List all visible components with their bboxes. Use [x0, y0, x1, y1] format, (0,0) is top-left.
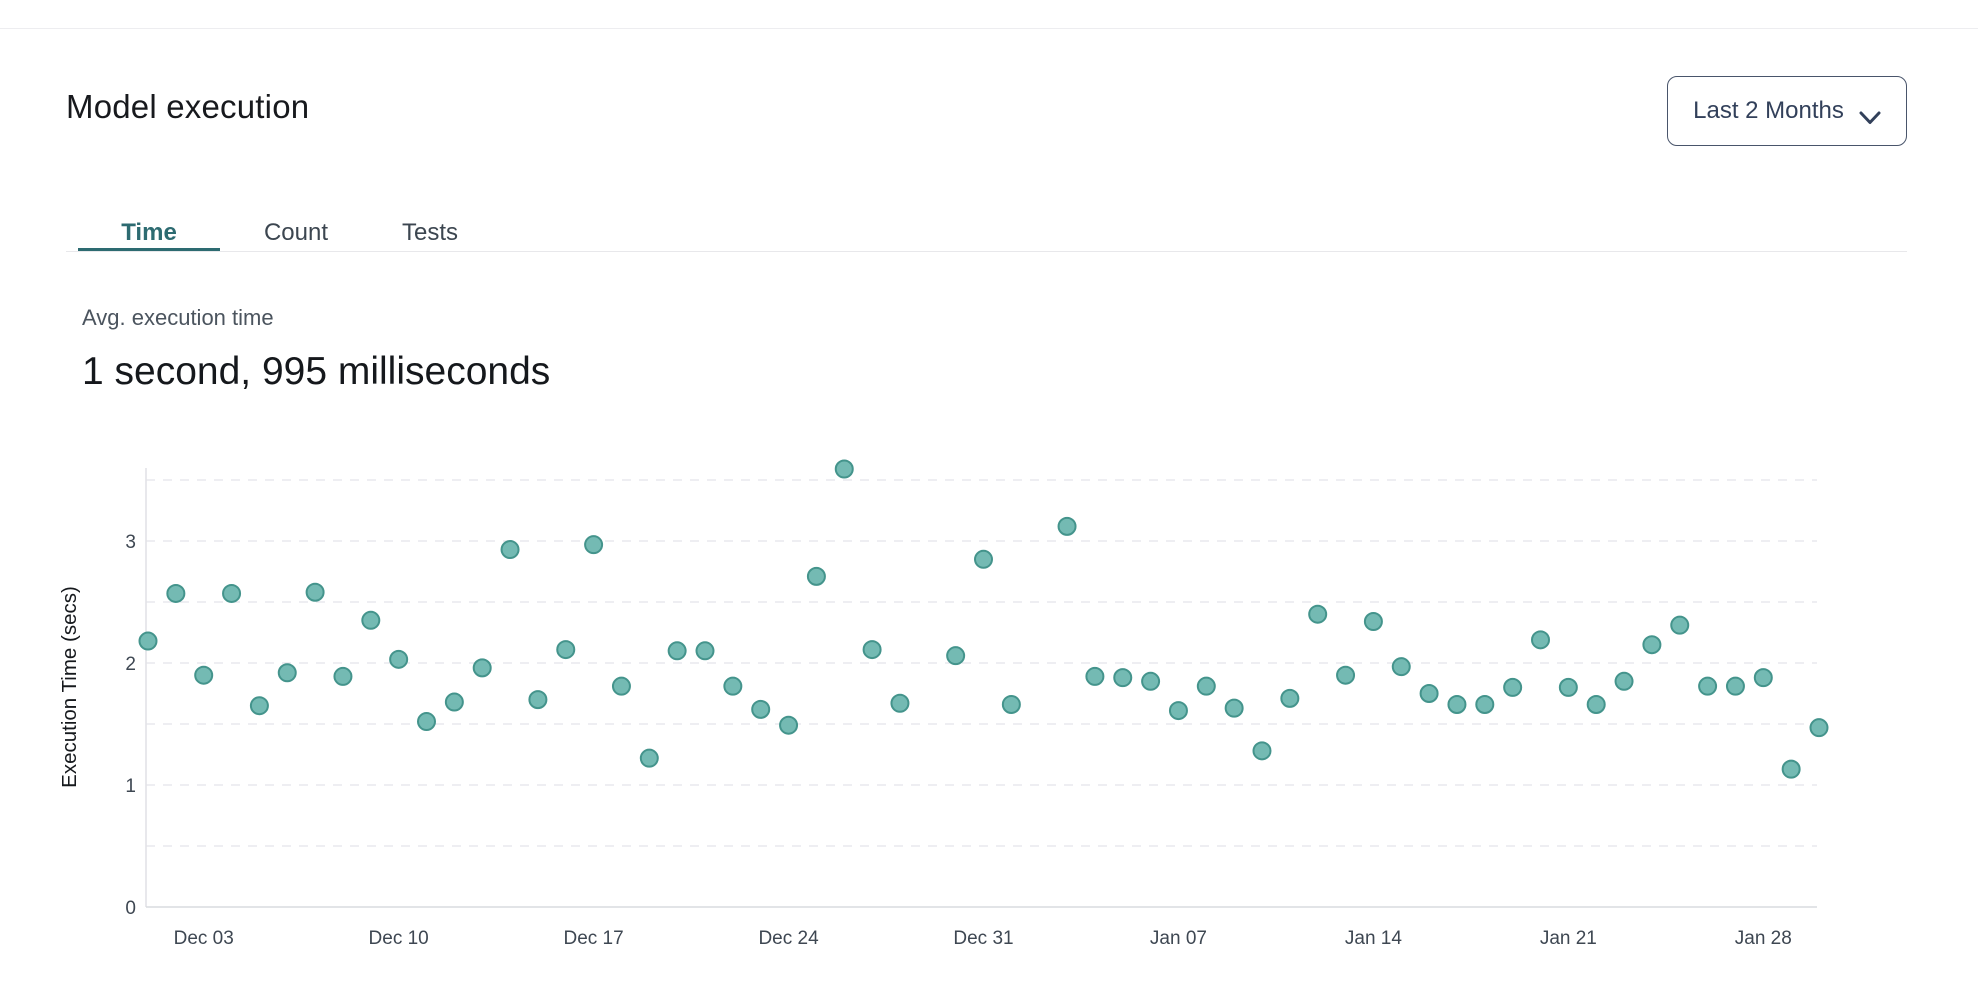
y-axis-title: Execution Time (secs) — [58, 586, 81, 788]
x-tick-label: Jan 28 — [1735, 928, 1792, 949]
tab-count[interactable]: Count — [263, 219, 329, 246]
time-range-dropdown[interactable]: Last 2 Months — [1667, 76, 1907, 146]
data-point[interactable] — [222, 583, 242, 603]
data-point[interactable] — [1725, 676, 1745, 696]
tab-time[interactable]: Time — [121, 219, 177, 246]
data-point[interactable] — [1196, 676, 1216, 696]
data-point[interactable] — [528, 690, 548, 710]
data-point[interactable] — [1252, 741, 1272, 761]
x-tick-label: Jan 21 — [1540, 928, 1597, 949]
data-point[interactable] — [1809, 718, 1829, 738]
x-tick-label: Jan 07 — [1150, 928, 1207, 949]
data-point[interactable] — [1558, 677, 1578, 697]
data-point[interactable] — [1336, 665, 1356, 685]
data-point[interactable] — [1224, 698, 1244, 718]
data-point[interactable] — [277, 663, 297, 683]
data-point[interactable] — [1057, 516, 1077, 536]
data-point[interactable] — [1141, 671, 1161, 691]
data-point[interactable] — [751, 699, 771, 719]
data-point[interactable] — [194, 665, 214, 685]
x-tick-label: Dec 24 — [758, 928, 819, 949]
data-point[interactable] — [834, 459, 854, 479]
data-point[interactable] — [1586, 694, 1606, 714]
data-point[interactable] — [890, 693, 910, 713]
data-point[interactable] — [695, 641, 715, 661]
data-point[interactable] — [1503, 677, 1523, 697]
tabs-divider — [66, 251, 1907, 252]
data-point[interactable] — [1781, 759, 1801, 779]
data-point[interactable] — [667, 641, 687, 661]
data-point[interactable] — [1001, 694, 1021, 714]
data-point[interactable] — [1753, 668, 1773, 688]
page-title: Model execution — [66, 88, 310, 125]
data-point[interactable] — [639, 748, 659, 768]
top-divider — [0, 28, 1978, 29]
data-point[interactable] — [946, 646, 966, 666]
data-point[interactable] — [1531, 630, 1550, 650]
data-point[interactable] — [1085, 666, 1105, 686]
x-tick-label: Dec 17 — [563, 928, 623, 949]
data-point[interactable] — [862, 640, 882, 660]
y-tick-label: 1 — [125, 776, 136, 797]
y-tick-label: 0 — [125, 898, 136, 919]
data-point[interactable] — [806, 566, 826, 586]
data-point[interactable] — [333, 666, 353, 686]
data-point[interactable] — [584, 535, 604, 555]
data-point[interactable] — [1280, 688, 1300, 708]
data-point[interactable] — [1168, 701, 1188, 721]
data-point[interactable] — [249, 696, 269, 716]
data-point[interactable] — [611, 676, 631, 696]
data-point[interactable] — [974, 549, 993, 569]
y-tick-label: 2 — [125, 654, 136, 675]
x-tick-label: Jan 14 — [1345, 928, 1402, 949]
data-point[interactable] — [1391, 657, 1411, 677]
scatter-chart: 0 1 2 3 Dec 03 Dec 10 Dec 17 Dec 24 Dec 31 Jan 07… — [58, 459, 1829, 949]
x-tick-label: Dec 31 — [953, 928, 1013, 949]
metric-value: 1 second, 995 milliseconds — [82, 350, 551, 393]
data-point[interactable] — [1447, 694, 1467, 714]
data-point[interactable] — [500, 540, 520, 560]
y-tick-label: 3 — [125, 532, 136, 553]
x-tick-label: Dec 10 — [369, 928, 429, 949]
data-point[interactable] — [556, 640, 576, 660]
data-point[interactable] — [1113, 668, 1133, 688]
data-point[interactable] — [1670, 615, 1690, 635]
x-tick-label: Dec 03 — [174, 928, 234, 949]
data-point[interactable] — [1363, 612, 1383, 632]
data-point[interactable] — [138, 631, 158, 651]
data-point[interactable] — [361, 610, 381, 630]
metric-label: Avg. execution time — [82, 305, 274, 330]
data-point[interactable] — [1308, 604, 1328, 624]
data-point[interactable] — [1698, 676, 1718, 696]
data-point[interactable] — [444, 692, 464, 712]
chart-generated: 0 1 2 3 Dec 03 Dec 10 Dec 17 Dec 24 Dec 31 Jan 07… — [125, 459, 1829, 949]
data-point[interactable] — [1614, 671, 1634, 691]
data-point[interactable] — [723, 676, 743, 696]
data-point[interactable] — [305, 582, 325, 602]
data-point[interactable] — [472, 658, 492, 678]
data-point[interactable] — [1419, 684, 1439, 703]
data-point[interactable] — [779, 715, 799, 735]
data-point[interactable] — [166, 583, 186, 603]
data-point[interactable] — [1475, 694, 1495, 714]
data-point[interactable] — [417, 712, 436, 732]
data-point[interactable] — [1642, 635, 1662, 655]
data-point[interactable] — [389, 649, 409, 669]
time-range-label: Last 2 Months — [1693, 97, 1844, 124]
tab-tests[interactable]: Tests — [401, 219, 458, 246]
active-tab-indicator — [78, 248, 220, 251]
chevron-down-icon — [1859, 104, 1881, 124]
